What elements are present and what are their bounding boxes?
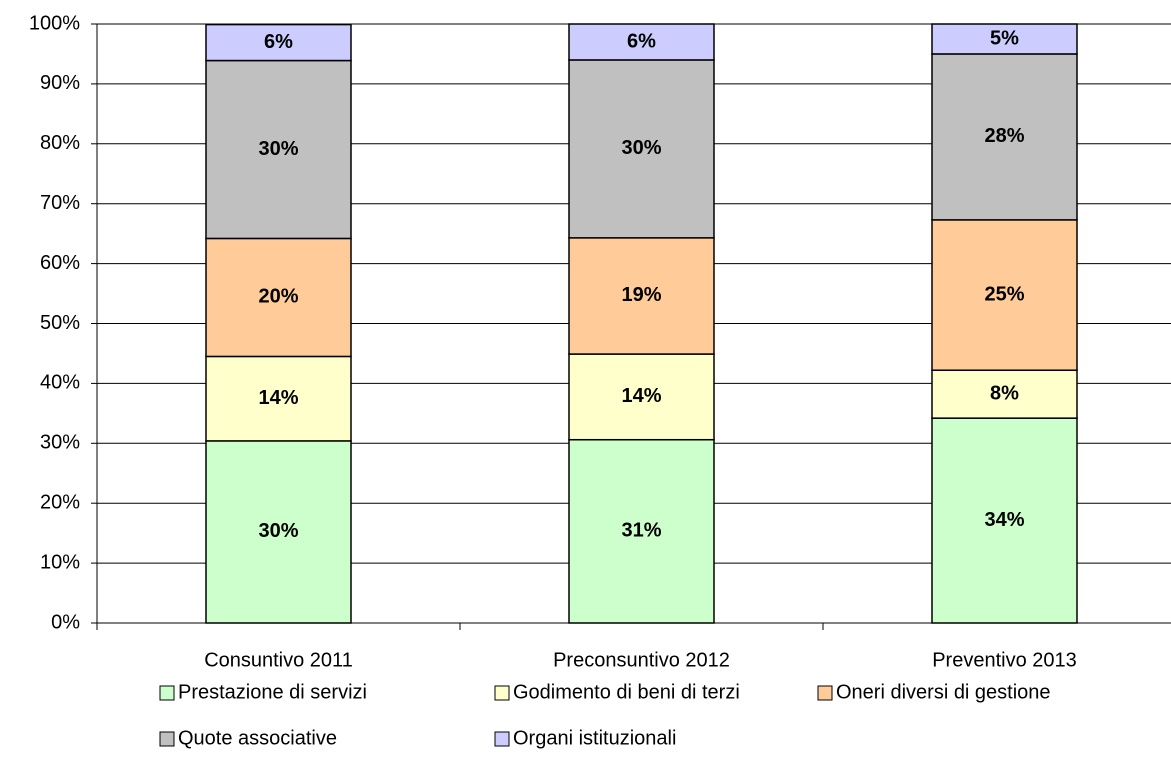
- legend-label: Oneri diversi di gestione: [836, 681, 1051, 703]
- bar-segment: [205, 237, 352, 358]
- bar-segment: [568, 237, 715, 355]
- x-tick-label: Consuntivo 2011: [204, 649, 353, 671]
- y-tick-label: 80%: [40, 132, 80, 154]
- value-label: 19%: [621, 284, 661, 306]
- x-tick-label: Preconsuntivo 2012: [553, 649, 730, 671]
- x-tick-label: Preventivo 2013: [932, 649, 1077, 671]
- value-label: 30%: [258, 520, 298, 542]
- bar-segment: [931, 369, 1078, 419]
- value-label: 20%: [258, 286, 298, 308]
- value-label: 34%: [984, 509, 1024, 531]
- value-label: 14%: [258, 387, 298, 409]
- legend-label: Quote associative: [178, 727, 337, 749]
- bar-segment: [568, 23, 715, 61]
- value-label: 31%: [621, 520, 661, 542]
- legend-label: Prestazione di servizi: [178, 681, 367, 703]
- bar-segment: [568, 59, 715, 239]
- y-tick-label: 90%: [40, 72, 80, 94]
- y-tick-label: 20%: [40, 491, 80, 513]
- bar-segment: [568, 438, 715, 624]
- legend-swatch: [817, 685, 833, 701]
- y-tick-label: 40%: [40, 372, 80, 394]
- y-tick-label: 10%: [40, 551, 80, 573]
- value-label: 30%: [258, 138, 298, 160]
- bar-segment: [931, 417, 1078, 624]
- y-tick-label: 60%: [40, 252, 80, 274]
- value-label: 6%: [264, 31, 293, 53]
- legend-swatch: [494, 685, 510, 701]
- value-label: 6%: [627, 30, 656, 52]
- legend-swatch: [494, 731, 510, 747]
- bar-segment: [931, 23, 1078, 55]
- bar-segment: [205, 355, 352, 442]
- legend-label: Godimento di beni di terzi: [513, 681, 740, 703]
- y-tick-label: 70%: [40, 192, 80, 214]
- legend-swatch: [159, 731, 175, 747]
- value-label: 30%: [621, 137, 661, 159]
- y-tick-label: 30%: [40, 432, 80, 454]
- y-tick-label: 50%: [40, 312, 80, 334]
- y-tick-label: 100%: [29, 12, 80, 34]
- value-label: 14%: [621, 385, 661, 407]
- bar-segment: [205, 23, 352, 62]
- legend-swatch: [159, 685, 175, 701]
- value-label: 28%: [984, 125, 1024, 147]
- bar-segment: [205, 440, 352, 624]
- value-label: 25%: [984, 283, 1024, 305]
- value-label: 5%: [990, 27, 1019, 49]
- bar-segment: [568, 353, 715, 441]
- bar-segment: [931, 219, 1078, 371]
- y-tick-label: 0%: [51, 611, 80, 633]
- value-label: 8%: [990, 382, 1019, 404]
- bar-segment: [931, 53, 1078, 221]
- legend-label: Organi istituzionali: [513, 727, 676, 749]
- bar-segment: [205, 59, 352, 240]
